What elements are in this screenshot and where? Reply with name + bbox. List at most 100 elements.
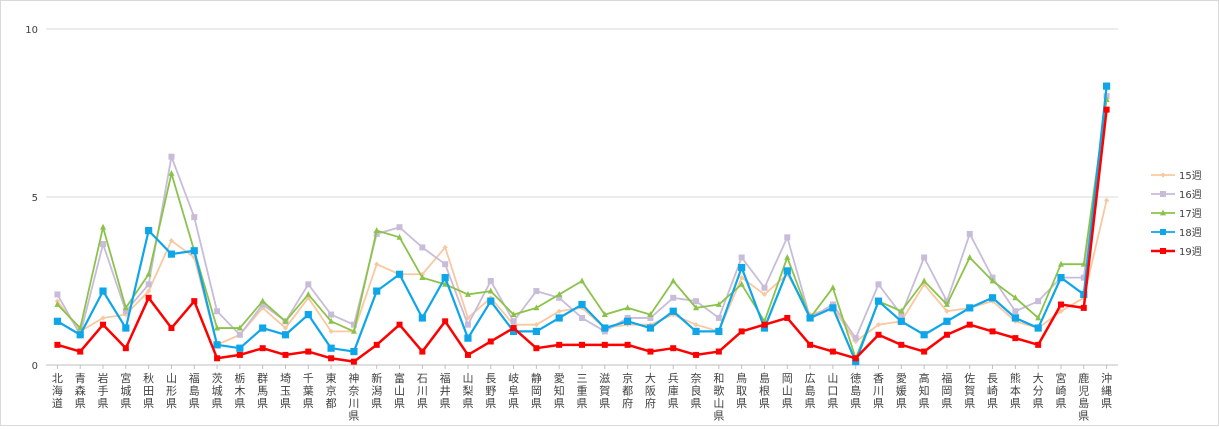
data-point: [419, 348, 426, 355]
data-point: [1080, 260, 1087, 267]
data-point: [943, 301, 950, 307]
legend-label: 15週: [1179, 170, 1202, 182]
data-point: [1035, 341, 1042, 348]
x-tick-label: 高知県: [919, 371, 930, 410]
x-tick-label: 和歌山県: [713, 372, 724, 423]
data-point: [419, 244, 426, 251]
data-point: [442, 244, 448, 250]
data-point: [579, 277, 585, 284]
data-point: [122, 308, 129, 315]
data-point: [236, 351, 243, 358]
legend-marker: [1160, 191, 1166, 197]
data-point: [875, 331, 882, 338]
data-point: [601, 324, 609, 332]
data-point: [853, 338, 859, 345]
data-point: [305, 348, 312, 355]
data-point: [715, 301, 722, 307]
data-point: [966, 321, 973, 328]
data-point: [145, 227, 153, 235]
data-point: [510, 318, 517, 325]
data-point: [282, 325, 289, 331]
data-point: [738, 263, 746, 272]
data-point: [54, 291, 61, 298]
series-2: [54, 96, 1110, 361]
x-tick-label: 東京都: [326, 372, 337, 410]
x-tick-label: 新潟県: [371, 371, 382, 410]
x-tick-label: 香川県: [873, 372, 884, 410]
data-point: [168, 153, 175, 160]
x-tick-label: 大阪府: [645, 371, 656, 410]
data-point: [761, 321, 768, 328]
legend-label: 16週: [1179, 189, 1202, 201]
data-point: [1057, 274, 1065, 282]
x-tick-label: 熊本県: [1010, 371, 1021, 410]
data-point: [875, 322, 882, 328]
data-point: [578, 300, 586, 309]
data-point: [259, 345, 266, 352]
y-tick-label: 0: [32, 361, 38, 372]
data-point: [328, 317, 335, 324]
x-tick-label: 三重県: [577, 372, 588, 410]
data-point: [191, 214, 198, 221]
data-point: [509, 327, 518, 335]
series-layer: [53, 82, 1111, 366]
x-tick-label: 静岡県: [531, 371, 542, 410]
data-point: [77, 324, 84, 331]
data-point: [1057, 260, 1064, 267]
data-point: [693, 298, 700, 305]
data-point: [966, 230, 973, 237]
data-point: [396, 321, 403, 328]
x-tick-label: 長野県: [485, 372, 496, 410]
data-point: [304, 311, 312, 319]
data-point: [327, 344, 335, 352]
x-tick-label: 岐阜県: [508, 372, 519, 410]
data-point: [556, 308, 562, 314]
data-point: [943, 331, 950, 338]
data-point: [784, 253, 791, 260]
data-point: [419, 274, 426, 281]
x-tick-label: 栃木県: [234, 371, 245, 410]
data-point: [669, 307, 677, 315]
data-point: [693, 351, 700, 358]
data-point: [1103, 197, 1110, 203]
data-point: [145, 270, 152, 277]
legend-marker: [1160, 248, 1166, 254]
data-point: [784, 314, 791, 321]
x-tick-label: 岩手県: [98, 371, 109, 410]
data-point: [305, 281, 312, 288]
x-tick-label: 島根県: [759, 371, 770, 410]
data-point: [829, 304, 837, 312]
data-point: [373, 287, 381, 295]
data-point: [693, 304, 700, 311]
data-point: [1011, 314, 1019, 322]
x-tick-label: 鳥取県: [736, 371, 747, 410]
data-point: [761, 284, 768, 291]
x-tick-label: 山梨県: [462, 372, 473, 410]
data-point: [259, 324, 267, 332]
data-point: [579, 341, 585, 348]
data-point: [1102, 82, 1111, 90]
data-point: [829, 284, 836, 291]
data-point: [54, 301, 61, 307]
series-3: [53, 82, 1111, 366]
data-point: [966, 253, 973, 260]
data-point: [442, 261, 449, 268]
data-point: [1012, 308, 1019, 315]
y-tick-label: 5: [32, 193, 38, 204]
data-point: [350, 327, 357, 334]
data-point: [328, 355, 335, 362]
data-point: [487, 297, 495, 305]
data-point: [761, 291, 768, 298]
data-point: [601, 311, 608, 317]
legend: 15週 16週 17週 18週 19週: [1151, 170, 1202, 258]
data-point: [783, 267, 791, 275]
series-4: [54, 106, 1110, 365]
data-point: [760, 324, 769, 332]
legend-marker: [1160, 209, 1166, 216]
data-point: [852, 355, 859, 362]
x-tick-label: 山口県: [827, 372, 838, 410]
data-point: [646, 324, 655, 332]
data-point: [442, 318, 449, 325]
data-point: [556, 341, 563, 348]
data-point: [123, 312, 129, 318]
